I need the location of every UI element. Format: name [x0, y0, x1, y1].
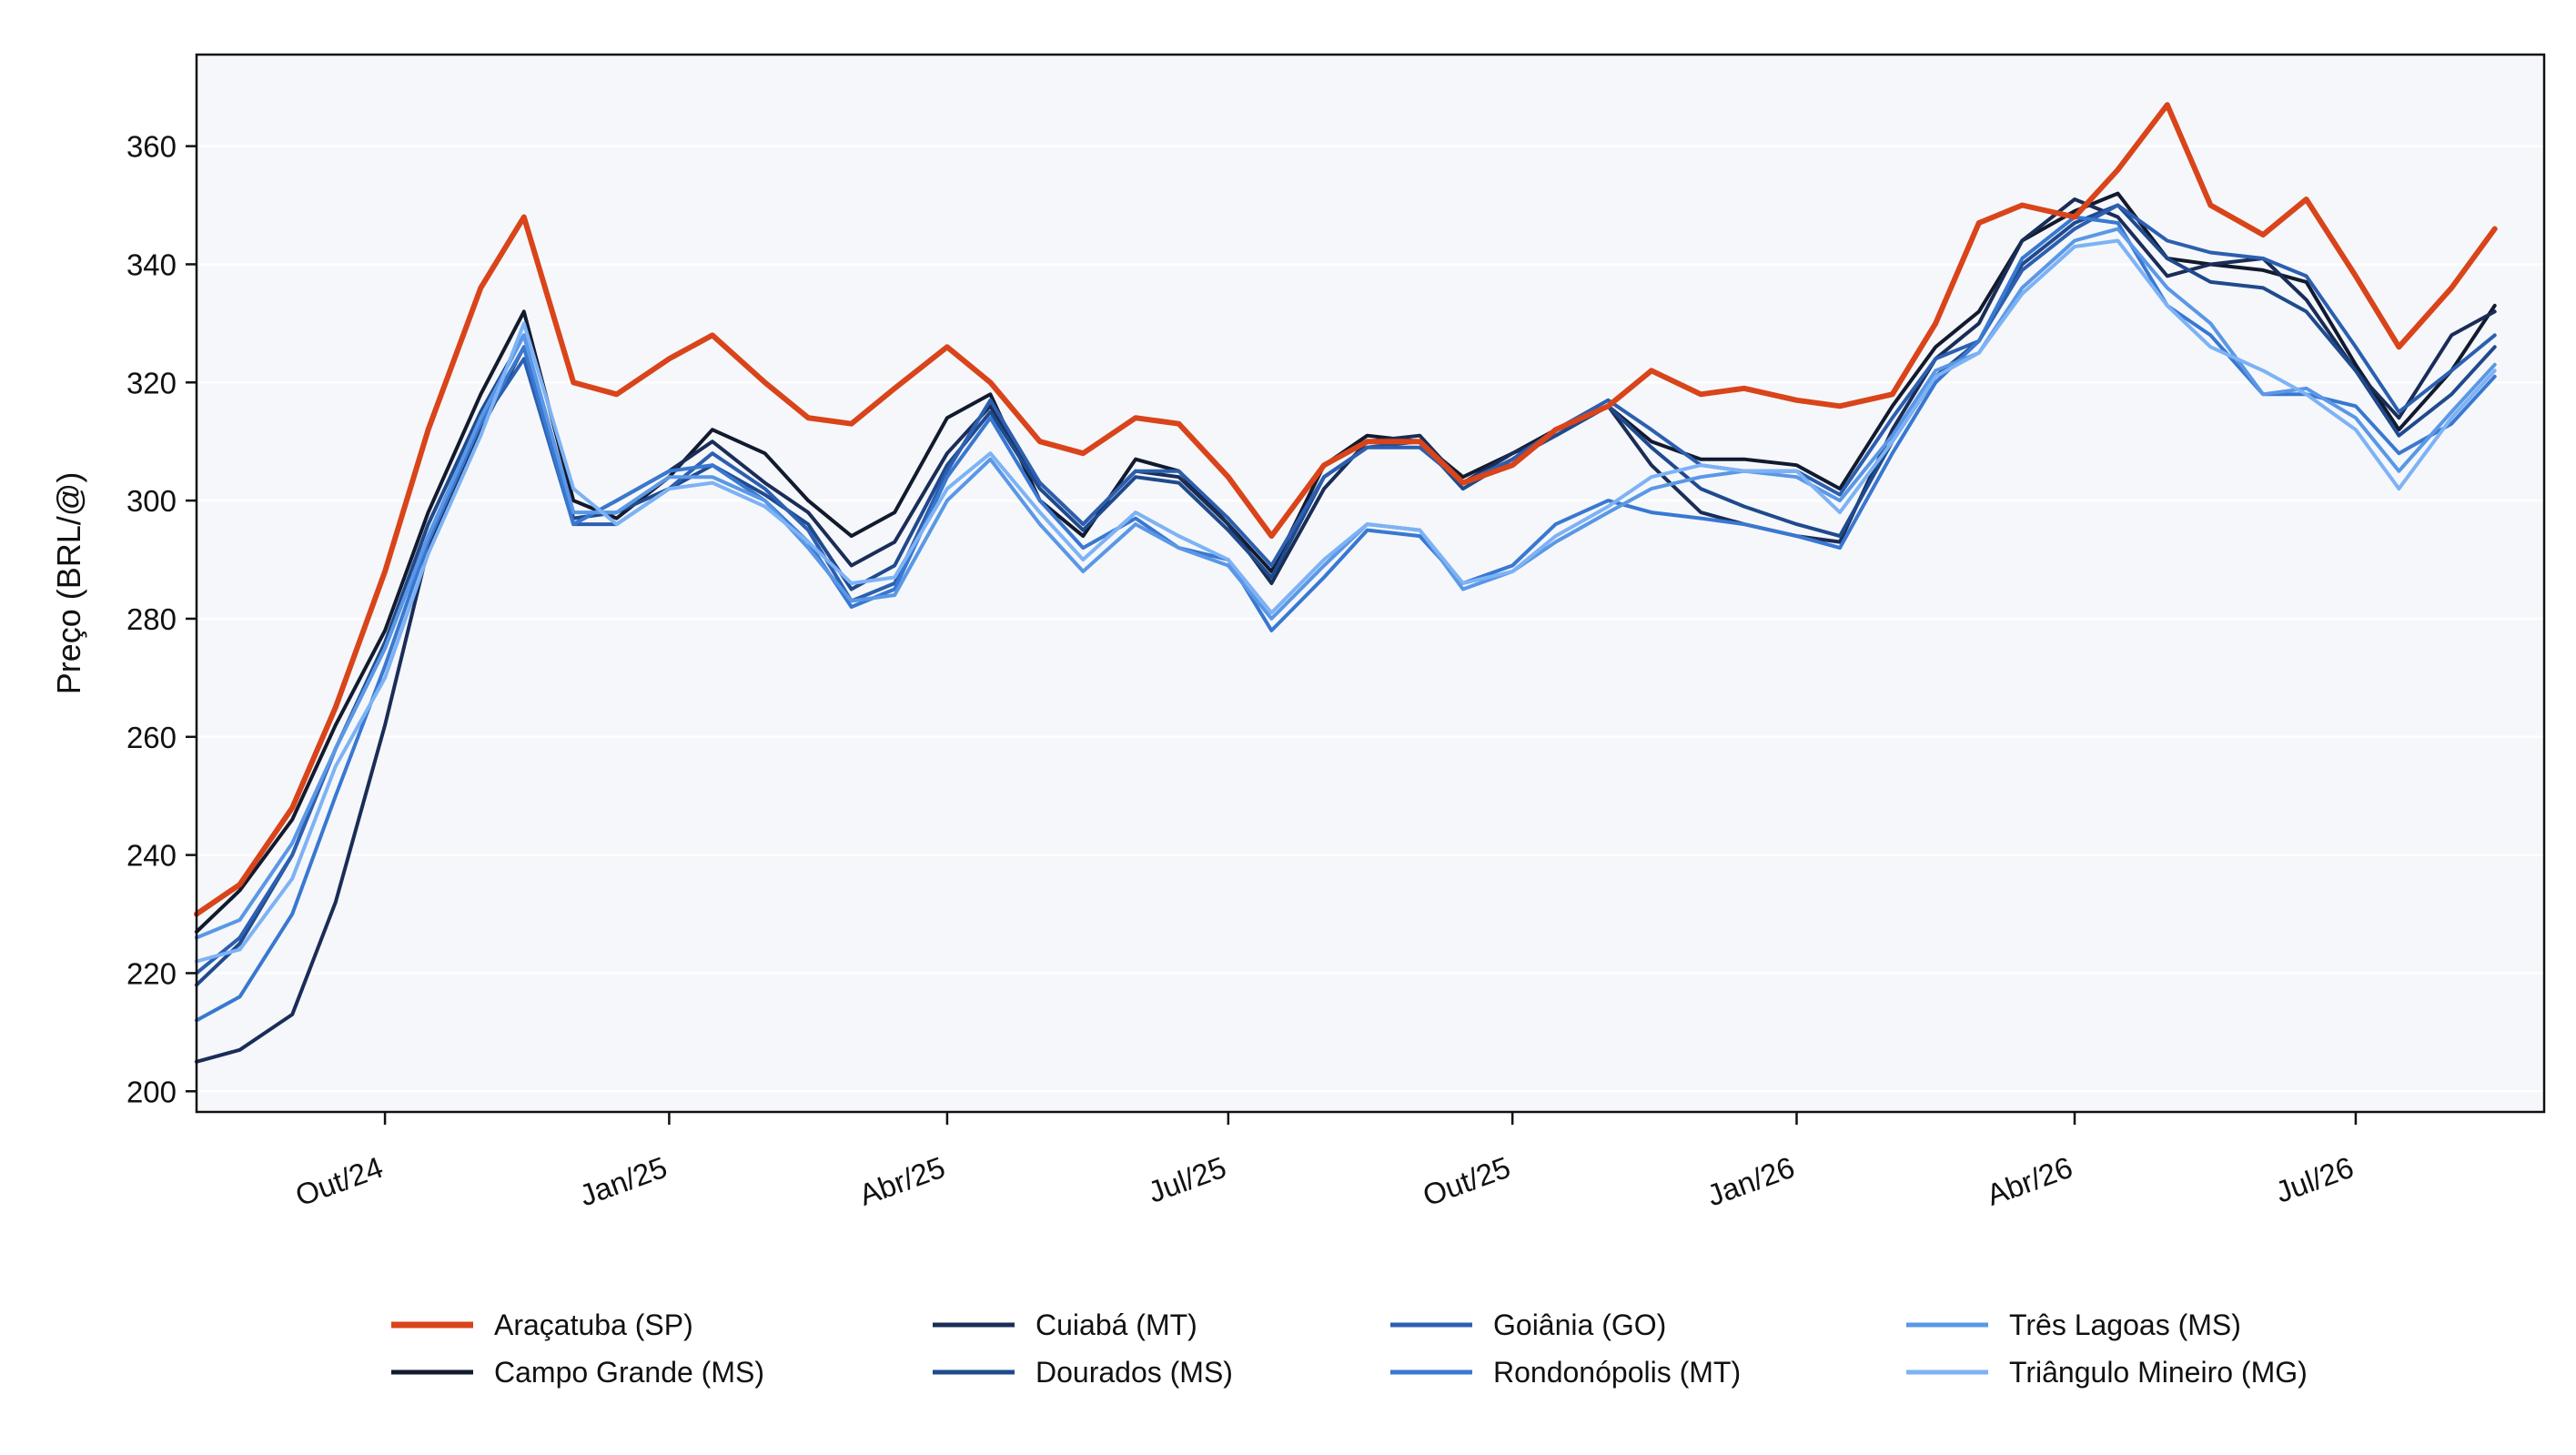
y-tick-label: 340	[126, 248, 177, 281]
series-lines	[194, 102, 2498, 1064]
legend-label: Triângulo Mineiro (MG)	[2009, 1356, 2308, 1389]
y-tick-label: 260	[126, 721, 177, 754]
series-line	[195, 238, 2497, 964]
x-tick-label: Out/25	[1419, 1150, 1515, 1213]
legend-label: Araçatuba (SP)	[494, 1308, 693, 1341]
y-tick-label: 220	[126, 956, 177, 990]
x-tick-label: Jul/26	[2271, 1150, 2358, 1209]
legend-label: Goiânia (GO)	[1493, 1308, 1666, 1341]
series-line	[195, 227, 2497, 940]
y-tick-label: 200	[126, 1075, 177, 1108]
x-tick-label: Jan/26	[1702, 1150, 1799, 1213]
plot-area-background	[197, 55, 2544, 1112]
legend-label: Rondonópolis (MT)	[1493, 1356, 1741, 1389]
series-line	[194, 102, 2498, 917]
y-tick-label: 360	[126, 130, 177, 164]
legend-label: Cuiabá (MT)	[1035, 1308, 1197, 1341]
x-tick-label: Jul/25	[1144, 1150, 1230, 1209]
x-axis: Out/24 Jan/25 Abr/25 Jul/25 Out/25 Jan/26 Abr/…	[291, 1112, 2358, 1213]
x-tick-label: Abr/25	[854, 1150, 949, 1212]
y-axis: 200 220 240 260 280 300 320 340 360	[126, 130, 197, 1108]
legend: Araçatuba (SP) Campo Grande (MS) Cuiabá (M…	[391, 1308, 2308, 1389]
plot-frame	[195, 53, 2546, 1114]
legend-label: Campo Grande (MS)	[494, 1356, 764, 1389]
y-tick-label: 320	[126, 366, 177, 399]
x-tick-label: Abr/26	[1982, 1150, 2076, 1212]
legend-label: Três Lagoas (MS)	[2009, 1308, 2241, 1341]
series-line	[195, 203, 2497, 975]
y-tick-label: 300	[126, 484, 177, 518]
x-tick-label: Jan/25	[575, 1150, 672, 1213]
y-tick-label: 240	[126, 839, 177, 873]
x-tick-label: Out/24	[291, 1150, 388, 1213]
y-tick-label: 280	[126, 602, 177, 636]
series-line	[195, 215, 2497, 1023]
legend-label: Dourados (MS)	[1035, 1356, 1233, 1389]
y-axis-title: Preço (BRL/@)	[50, 472, 87, 695]
